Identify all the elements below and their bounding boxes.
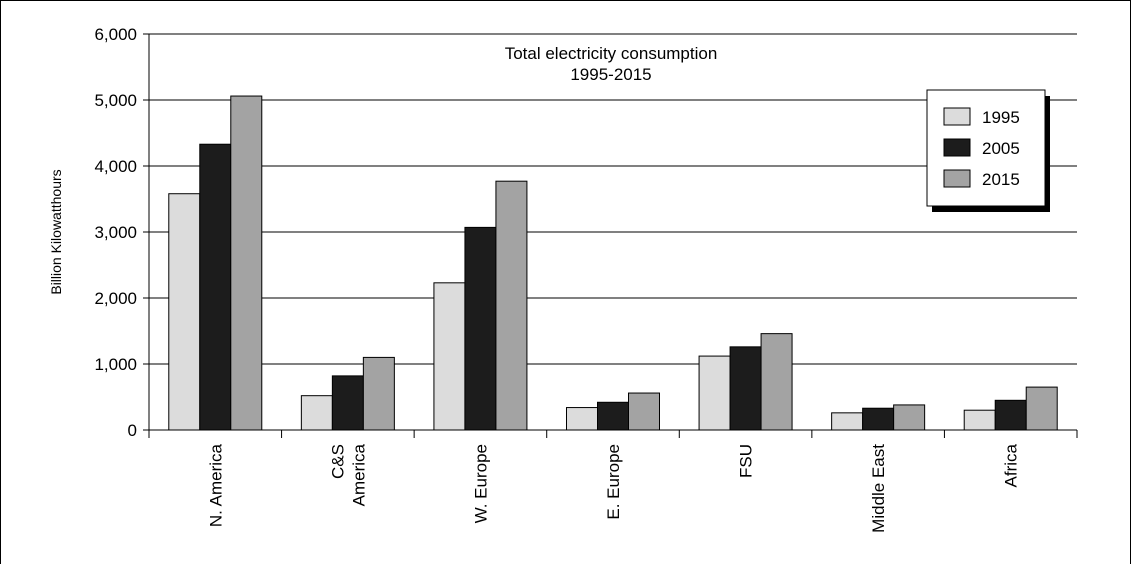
category-label: Middle East: [869, 444, 888, 533]
chart-title-line: Total electricity consumption: [505, 44, 718, 63]
bar-2015: [760, 333, 793, 431]
bar-2005: [994, 399, 1027, 431]
bar-2005: [331, 375, 364, 431]
category-label: E. Europe: [604, 444, 623, 520]
bar-1995: [698, 355, 731, 431]
bar-2015: [495, 180, 528, 431]
bar-2015: [628, 392, 660, 431]
chart-title-line: 1995-2015: [570, 65, 651, 84]
bar-2005: [199, 143, 232, 431]
bar-1995: [831, 412, 864, 431]
category-labels: N. America C&S America W. Europe E. Europe FS…: [206, 443, 1020, 532]
y-tick-label: 4,000: [94, 157, 137, 176]
bar-2015: [230, 95, 263, 431]
axes: [143, 33, 1078, 438]
category-label: W. Europe: [471, 444, 490, 523]
bar-2015: [893, 404, 926, 431]
y-tick-label: 3,000: [94, 223, 137, 242]
bar-2005: [862, 407, 895, 431]
legend-swatch: [943, 107, 971, 126]
legend: 1995 2005 2015: [926, 89, 1050, 212]
bar-1995: [300, 395, 333, 431]
legend-label: 2015: [982, 170, 1020, 189]
bar-1995: [963, 409, 996, 431]
bar-1995: [433, 282, 466, 431]
bar-2005: [729, 346, 762, 431]
bar-2005: [464, 226, 497, 431]
y-tick-label: 2,000: [94, 289, 137, 308]
y-tick-label: 5,000: [94, 91, 137, 110]
y-tick-labels: 0 1,000 2,000 3,000 4,000 5,000 6,000: [94, 25, 137, 440]
category-label: Africa: [1002, 443, 1021, 487]
bar-1995: [168, 193, 201, 431]
y-axis-title: Billion Kilowatthours: [48, 169, 64, 294]
legend-swatch: [943, 169, 971, 188]
chart-title: Total electricity consumption 1995-2015: [505, 44, 718, 84]
bar-2015: [362, 356, 395, 431]
y-tick-label: 6,000: [94, 25, 137, 44]
category-label: N. America: [206, 443, 225, 527]
gridlines: [149, 33, 1077, 365]
legend-label: 1995: [982, 108, 1020, 127]
y-tick-label: 0: [128, 421, 137, 440]
bar-2005: [597, 401, 629, 431]
bars: [168, 95, 1058, 431]
y-tick-label: 1,000: [94, 355, 137, 374]
category-label: FSU: [737, 444, 756, 478]
bar-1995: [566, 407, 598, 431]
legend-swatch: [943, 138, 971, 157]
category-label: C&S America: [328, 443, 368, 506]
legend-label: 2005: [982, 139, 1020, 158]
bar-2015: [1025, 386, 1058, 431]
